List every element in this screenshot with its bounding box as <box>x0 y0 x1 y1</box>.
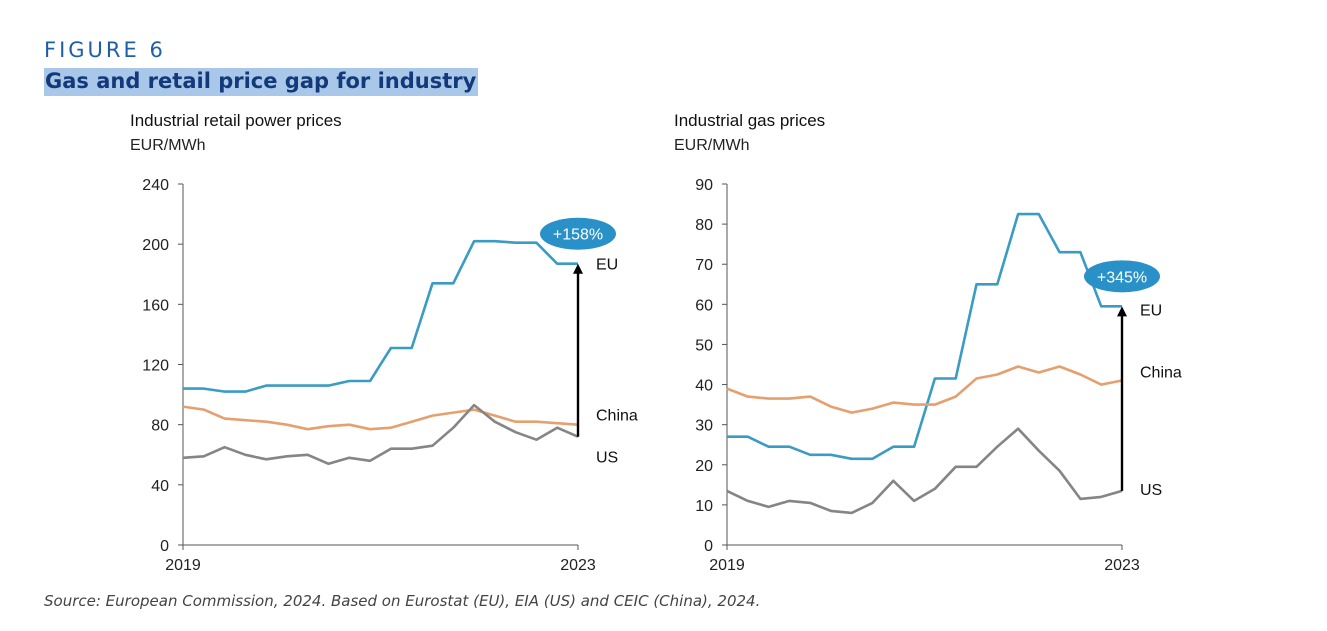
series-end-label-eu: EU <box>596 257 618 274</box>
chart-title: Industrial retail power prices <box>130 111 342 130</box>
gap-arrow-head <box>573 263 583 274</box>
y-tick-label: 90 <box>695 177 713 194</box>
y-axis-unit-label: EUR/MWh <box>130 137 206 154</box>
y-tick-label: 10 <box>695 498 713 515</box>
y-tick-label: 200 <box>142 237 169 254</box>
y-axis-unit-label: EUR/MWh <box>674 137 750 154</box>
x-tick-label: 2023 <box>560 557 596 574</box>
series-line-eu <box>183 239 578 393</box>
series-end-label-china: China <box>1140 365 1182 382</box>
series-line-us <box>182 403 579 466</box>
gap-percent-label: +158% <box>553 227 603 244</box>
y-tick-label: 80 <box>695 217 713 234</box>
y-tick-label: 0 <box>160 538 169 555</box>
gas-price-chart: Industrial gas prices EUR/MWh 0 10 20 30 40 50 6… <box>674 111 1182 574</box>
x-tick-label: 2019 <box>165 557 201 574</box>
source-note: Source: European Commission, 2024. Based… <box>44 592 761 610</box>
y-tick-label: 60 <box>695 297 713 314</box>
chart-title: Industrial gas prices <box>674 111 825 130</box>
y-tick-label: 20 <box>695 458 713 475</box>
series-line-eu <box>727 212 1122 461</box>
y-tick-label: 80 <box>151 418 169 435</box>
y-tick-label: 50 <box>695 337 713 354</box>
x-tick-label: 2019 <box>709 557 745 574</box>
gap-percent-label: +345% <box>1097 269 1147 286</box>
retail-power-chart: Industrial retail power prices EUR/MWh 0 40… <box>130 111 638 574</box>
y-tick-label: 30 <box>695 418 713 435</box>
y-tick-label: 160 <box>142 297 169 314</box>
y-tick-label: 40 <box>151 478 169 495</box>
figure-label: FIGURE 6 <box>44 38 166 62</box>
x-tick-label: 2023 <box>1104 557 1140 574</box>
series-end-label-china: China <box>596 408 638 425</box>
series-end-label-eu: EU <box>1140 302 1162 319</box>
y-tick-label: 120 <box>142 358 169 375</box>
series-end-label-us: US <box>1140 482 1162 499</box>
y-tick-label: 40 <box>695 378 713 395</box>
gap-percent-bubble <box>1084 260 1160 293</box>
gap-percent-bubble <box>540 217 616 250</box>
series-line-us <box>726 427 1123 515</box>
series-line-china <box>726 365 1123 414</box>
y-tick-label: 0 <box>704 538 713 555</box>
y-tick-label: 240 <box>142 177 169 194</box>
gap-arrow-head <box>1117 306 1127 317</box>
series-end-label-us: US <box>596 450 618 467</box>
series-line-china <box>182 405 579 431</box>
y-tick-label: 70 <box>695 257 713 274</box>
figure-title: Gas and retail price gap for industry <box>44 68 479 96</box>
